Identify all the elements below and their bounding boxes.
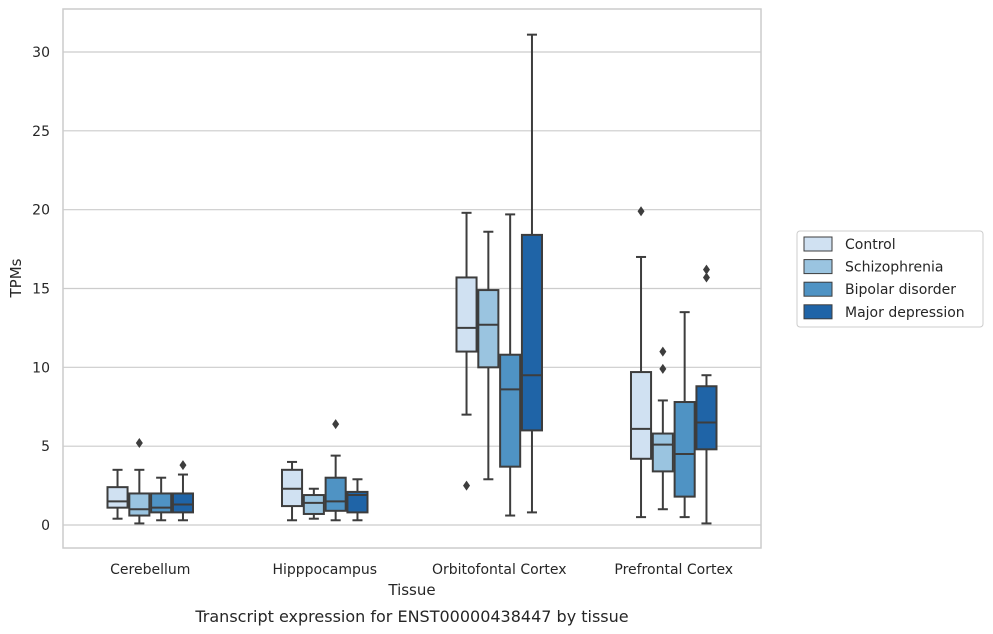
- y-tick-label: 25: [32, 124, 50, 140]
- box-control: [455, 211, 478, 491]
- box-schizophrenia: [651, 346, 674, 511]
- outlier-point: [702, 264, 710, 275]
- legend-label: Major depression: [845, 305, 965, 321]
- outlier-point: [702, 272, 710, 283]
- box-body: [455, 276, 478, 353]
- box-body: [695, 385, 718, 451]
- outlier-point: [179, 460, 187, 471]
- box-control: [106, 468, 129, 520]
- outlier-point: [332, 419, 340, 430]
- box-schizophrenia: [302, 487, 325, 520]
- x-tick-label: Prefrontal Cortex: [614, 562, 733, 578]
- legend-swatch: [803, 259, 833, 275]
- outlier-point: [135, 438, 143, 449]
- box-body: [673, 401, 696, 498]
- box-bipolar-disorder: [499, 213, 522, 517]
- box-control: [629, 206, 653, 519]
- box-body: [520, 233, 544, 432]
- box-schizophrenia: [128, 438, 151, 525]
- box-major-depression: [520, 33, 544, 514]
- legend-label: Control: [845, 237, 896, 253]
- legend-swatch: [803, 281, 833, 297]
- y-axis-ticks: 0 5 10 15 20 25 30: [32, 45, 50, 534]
- y-tick-label: 10: [32, 360, 50, 376]
- x-tick-label: Orbitofontal Cortex: [432, 562, 567, 578]
- box-body: [346, 490, 369, 514]
- boxes: [106, 33, 718, 525]
- y-tick-label: 0: [41, 518, 50, 534]
- box-bipolar-disorder: [324, 419, 347, 522]
- box-bipolar-disorder: [673, 311, 696, 519]
- y-tick-label: 5: [41, 439, 50, 455]
- box-body: [629, 371, 653, 460]
- box-control: [280, 460, 304, 522]
- y-tick-label: 20: [32, 203, 50, 219]
- box-major-depression: [171, 460, 195, 522]
- box-major-depression: [695, 264, 718, 525]
- box-body: [651, 432, 674, 473]
- chart-caption: Transcript expression for ENST0000043844…: [194, 607, 628, 626]
- outlier-point: [637, 206, 645, 217]
- outlier-point: [463, 480, 471, 491]
- box-body: [106, 486, 129, 509]
- box-body: [171, 492, 195, 514]
- box-major-depression: [346, 478, 369, 522]
- x-axis-ticks: Cerebellum Hipppocampus Orbitofontal Corte…: [110, 562, 733, 578]
- outlier-point: [659, 363, 667, 374]
- legend-frame: [796, 230, 984, 328]
- box-body: [128, 492, 151, 517]
- box-body: [499, 353, 522, 468]
- box-body: [324, 476, 347, 512]
- box-schizophrenia: [477, 230, 500, 481]
- legend-label: Bipolar disorder: [845, 282, 956, 298]
- y-tick-label: 30: [32, 45, 50, 61]
- y-axis-label: TPMs: [7, 258, 25, 298]
- outlier-point: [659, 346, 667, 357]
- legend-swatch: [803, 304, 833, 320]
- box-bipolar-disorder: [150, 476, 173, 522]
- legend: Control Schizophrenia Bipolar disorder Majo…: [796, 230, 984, 328]
- box-body: [150, 492, 173, 514]
- box-body: [302, 494, 325, 515]
- box-body: [477, 289, 500, 369]
- x-axis-label: Tissue: [387, 581, 435, 599]
- x-tick-label: Hipppocampus: [272, 562, 377, 578]
- x-tick-label: Cerebellum: [110, 562, 190, 578]
- legend-label: Schizophrenia: [845, 260, 943, 276]
- y-tick-label: 15: [32, 282, 50, 298]
- legend-swatch: [803, 236, 833, 252]
